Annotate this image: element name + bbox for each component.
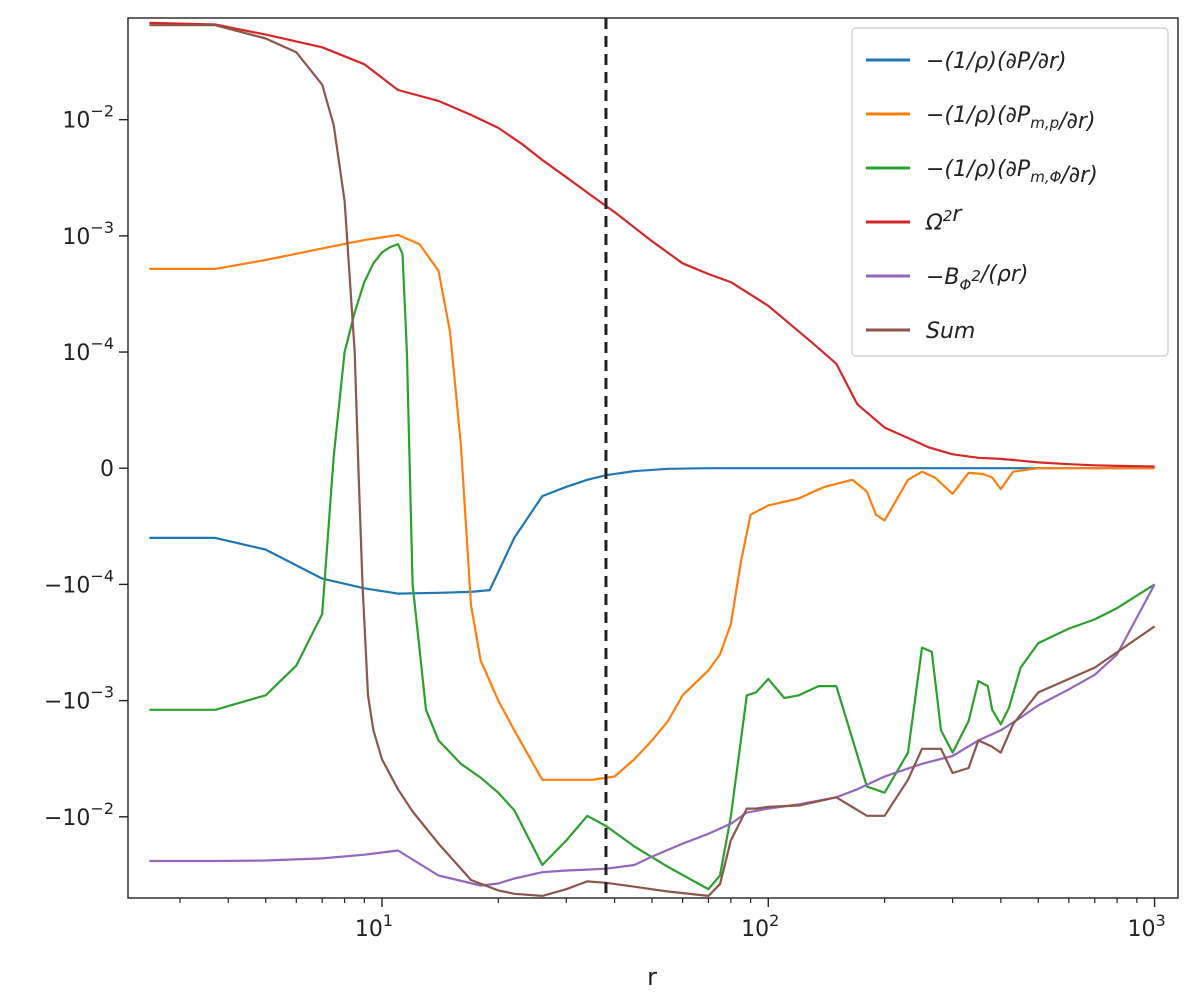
y-tick-label: −10−4: [44, 566, 114, 598]
series-line-6: [149, 24, 1156, 898]
y-tick-label: −10−3: [44, 683, 114, 715]
x-axis-label: r: [647, 963, 657, 991]
y-tick-label: 10−4: [62, 334, 114, 366]
x-tick-label: 101: [355, 911, 393, 942]
series-line-3: [149, 243, 1156, 891]
y-tick-label: −10−2: [44, 799, 114, 831]
legend-label-2: −(1/ρ)(∂Pm,p/∂r): [926, 103, 1096, 134]
x-tick-label: 103: [1127, 911, 1165, 942]
x-minor-ticks: [179, 898, 1138, 903]
series-layer: [149, 21, 1156, 898]
y-ticks: 10−2 10−3 10−4 0 −10−4 −10−3 −10−2: [44, 102, 128, 831]
x-major-ticks: 101 102 103: [355, 898, 1166, 942]
legend: −(1/ρ)(∂P/∂r) −(1/ρ)(∂Pm,p/∂r) −(1/ρ)(∂Pm,…: [851, 27, 1169, 357]
legend-label-6: Sum: [926, 319, 975, 344]
series-line-4: [149, 21, 1155, 468]
y-tick-label: 10−2: [62, 102, 114, 134]
x-tick-label: 102: [741, 911, 779, 942]
legend-label-4: Ω2r: [925, 202, 963, 236]
y-tick-label: 10−3: [62, 218, 114, 250]
series-line-2: [149, 233, 1155, 781]
legend-label-1: −(1/ρ)(∂P/∂r): [926, 49, 1067, 74]
plot-frame: [127, 17, 1179, 899]
series-line-5: [149, 583, 1156, 887]
legend-label-5: −BΦ2/(ρr): [926, 262, 1028, 294]
legend-box: [851, 27, 1169, 357]
legend-label-3: −(1/ρ)(∂Pm,Φ/∂r): [926, 157, 1098, 188]
series-line-1: [149, 467, 1155, 595]
y-tick-label: 0: [100, 457, 114, 482]
